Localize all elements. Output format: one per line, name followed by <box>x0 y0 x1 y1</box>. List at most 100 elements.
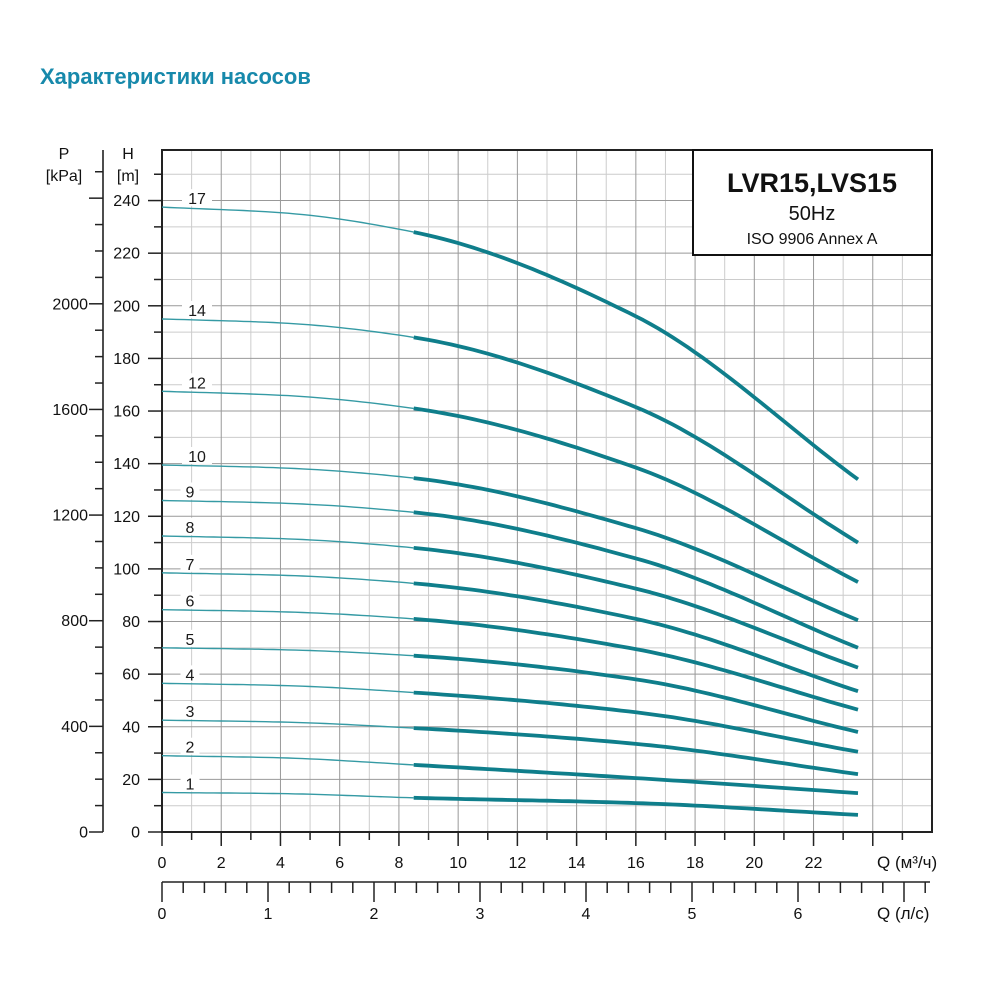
curve-label-bg-4 <box>180 665 200 683</box>
pump-curve-10 <box>413 476 859 622</box>
h-tick-label: 240 <box>113 193 140 210</box>
p-tick-label: 1200 <box>52 508 88 525</box>
q-m3h-tick-label: 12 <box>508 855 526 872</box>
pump-curve-9-lead <box>161 499 414 513</box>
axes-layer: 0400800120016002000020406080100120140160… <box>52 149 933 923</box>
pump-curve-12 <box>413 406 859 584</box>
pump-curve-3-lead <box>161 719 414 729</box>
pump-curve-4-lead <box>161 682 414 694</box>
pump-curve-8 <box>413 546 859 670</box>
page-title: Характеристики насосов <box>40 64 311 89</box>
legend-standard: ISO 9906 Annex A <box>747 231 878 248</box>
q-ls-axis-label: Q (л/с) <box>877 904 929 923</box>
h-tick-label: 0 <box>131 825 140 842</box>
q-m3h-tick-label: 6 <box>335 855 344 872</box>
h-tick-label: 60 <box>122 667 140 684</box>
curve-label-bg-17 <box>182 189 212 207</box>
h-tick-label: 140 <box>113 456 140 473</box>
pump-curve-5-lead <box>161 647 414 657</box>
q-m3h-tick-label: 20 <box>745 855 763 872</box>
curve-label-bg-5 <box>180 629 200 647</box>
curve-label-bg-14 <box>182 300 212 318</box>
h-tick-label: 200 <box>113 298 140 315</box>
h-tick-label: 100 <box>113 561 140 578</box>
curve-label-2: 2 <box>186 740 195 757</box>
pump-curve-1-lead <box>161 791 414 799</box>
pump-curve-7 <box>413 581 859 694</box>
h-tick-label: 120 <box>113 509 140 526</box>
p-tick-label: 1600 <box>52 402 88 419</box>
q-m3h-tick-label: 0 <box>158 855 167 872</box>
q-ls-tick-label: 5 <box>688 906 697 923</box>
curve-label-9: 9 <box>186 484 195 501</box>
curve-label-5: 5 <box>186 632 195 649</box>
q-m3h-tick-label: 10 <box>449 855 467 872</box>
h-tick-label: 180 <box>113 351 140 368</box>
curve-label-bg-8 <box>180 518 200 536</box>
pump-curve-6 <box>413 617 859 712</box>
q-ls-tick-label: 4 <box>582 906 591 923</box>
pump-curve-6-lead <box>161 609 414 620</box>
curve-label-bg-3 <box>180 702 200 720</box>
legend-frequency: 50Hz <box>789 203 836 225</box>
curve-label-10: 10 <box>188 449 206 466</box>
pump-curve-9 <box>413 510 859 650</box>
pump-curve-3 <box>413 726 859 776</box>
curve-label-bg-7 <box>180 554 200 572</box>
curve-label-bg-9 <box>180 482 200 500</box>
curve-label-7: 7 <box>186 557 195 574</box>
p-tick-label: 800 <box>61 613 88 630</box>
curve-label-bg-2 <box>180 737 200 755</box>
q-m3h-tick-label: 14 <box>568 855 586 872</box>
p-tick-label: 400 <box>61 719 88 736</box>
curve-labels-layer: 17 14 12 10 9 8 7 6 5 4 3 2 1 <box>180 189 212 794</box>
legend-box: LVR15,LVS15 50Hz ISO 9906 Annex A <box>692 149 933 256</box>
curve-label-14: 14 <box>188 303 206 320</box>
q-ls-tick-label: 2 <box>370 906 379 923</box>
h-tick-label: 80 <box>122 614 140 631</box>
curve-label-12: 12 <box>188 375 206 392</box>
q-ls-tick-label: 0 <box>158 906 167 923</box>
h-tick-label: 220 <box>113 246 140 263</box>
legend-border <box>692 149 933 256</box>
q-m3h-tick-label: 4 <box>276 855 285 872</box>
h-tick-label: 160 <box>113 404 140 421</box>
p-tick-label: 2000 <box>52 296 88 313</box>
q-m3h-tick-label: 18 <box>686 855 704 872</box>
legend-model: LVR15,LVS15 <box>727 168 897 198</box>
q-m3h-axis-label: Q (м³/ч) <box>877 853 937 872</box>
pump-curve-12-lead <box>161 390 414 410</box>
curve-label-4: 4 <box>186 667 195 684</box>
q-m3h-tick-label: 16 <box>627 855 645 872</box>
h-tick-label: 20 <box>122 772 140 789</box>
q-m3h-tick-label: 22 <box>805 855 823 872</box>
curve-label-6: 6 <box>186 594 195 611</box>
curve-label-8: 8 <box>186 520 195 537</box>
q-ls-tick-label: 6 <box>794 906 803 923</box>
p-tick-label: 0 <box>79 825 88 842</box>
pump-curve-1 <box>413 795 859 817</box>
curve-label-bg-1 <box>180 774 200 792</box>
h-axis-name: H <box>122 146 134 163</box>
curve-label-3: 3 <box>186 704 195 721</box>
curve-label-bg-12 <box>182 373 212 391</box>
pump-curve-2-lead <box>161 755 414 766</box>
pump-curve-10-lead <box>161 464 414 479</box>
p-axis-name: P <box>59 146 70 163</box>
pump-curve-4 <box>413 690 859 754</box>
q-ls-tick-label: 3 <box>476 906 485 923</box>
q-ls-tick-label: 1 <box>264 906 273 923</box>
curve-label-bg-6 <box>180 591 200 609</box>
pump-curve-5 <box>413 653 859 734</box>
q-m3h-tick-label: 2 <box>217 855 226 872</box>
pump-curve-14-lead <box>161 318 414 339</box>
curves-layer <box>161 206 860 817</box>
pump-curve-7-lead <box>161 572 414 585</box>
pump-curve-17-lead <box>161 206 414 233</box>
q-m3h-tick-label: 8 <box>394 855 403 872</box>
pump-curve-8-lead <box>161 535 414 549</box>
h-tick-label: 40 <box>122 719 140 736</box>
axis-headers: P [kPa] H [m] <box>46 146 139 185</box>
grid-layer <box>162 150 932 832</box>
